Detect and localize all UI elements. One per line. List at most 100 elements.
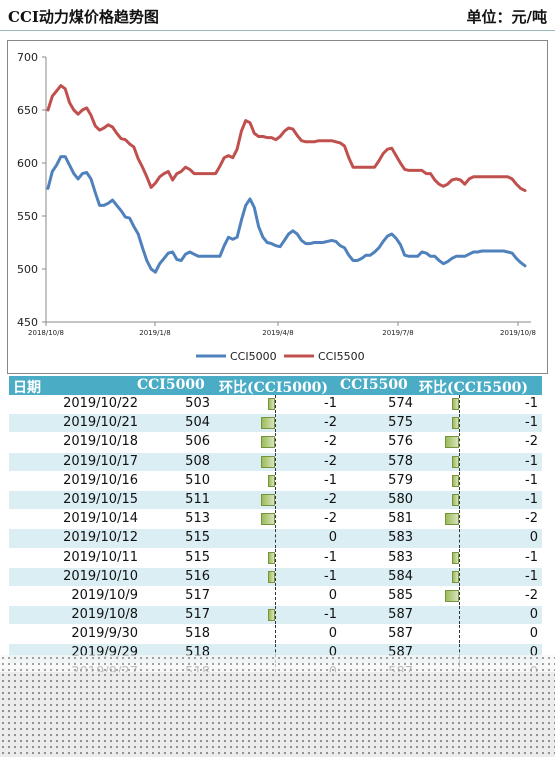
series-line-cci5000	[46, 155, 527, 274]
table-row: 2019/10/9 517 0 585 -2	[9, 586, 542, 607]
change-data-bar	[452, 551, 459, 564]
cell-change-cci5000: -2	[324, 511, 337, 527]
cell-cci5000: 517	[185, 607, 210, 623]
y-tick-label: 700	[17, 51, 38, 64]
cell-change-cci5000: -1	[324, 568, 337, 584]
chart-panel: 700 650 600 550 500 450 2018/10/8 2019/1/8 2019/…	[7, 40, 548, 374]
cell-cci5500: 579	[388, 472, 413, 488]
cell-change-cci5500: -1	[525, 472, 538, 488]
change-axis	[459, 606, 460, 625]
cell-cci5000: 515	[185, 549, 210, 565]
change-data-bar	[452, 398, 459, 410]
cell-change-cci5500: -1	[525, 549, 538, 565]
change-data-bar	[452, 570, 459, 583]
cell-date: 2019/10/11	[63, 549, 138, 565]
cell-cci5000: 513	[185, 511, 210, 527]
x-tick-label: 2019/1/8	[139, 329, 170, 337]
cell-change-cci5500: -1	[525, 396, 538, 411]
table-row: 2019/10/14 513 -2 581 -2	[9, 510, 542, 530]
cell-cci5500: 583	[388, 549, 413, 565]
change-data-bar	[268, 609, 275, 622]
cell-cci5500: 587	[388, 626, 413, 642]
change-axis	[459, 625, 460, 644]
change-data-bar	[261, 417, 275, 430]
table-row: 2019/10/8 517 -1 587 0	[9, 606, 542, 626]
change-axis	[275, 567, 276, 586]
change-axis	[275, 606, 276, 625]
table-row: 2019/9/30 518 0 587 0	[9, 625, 542, 645]
change-data-bar	[452, 474, 459, 487]
table-header: 日期 CCI5000 环比(CCI5000) CCI5500 环比(CCI550…	[9, 376, 542, 396]
cell-cci5500: 585	[388, 587, 413, 603]
change-axis	[275, 510, 276, 529]
cell-change-cci5500: -1	[525, 568, 538, 584]
change-data-bar	[445, 589, 459, 602]
table-row: 2019/10/11 515 -1 583 -1	[9, 548, 542, 568]
cell-cci5000: 518	[185, 626, 210, 642]
change-axis	[459, 490, 460, 510]
cell-cci5500: 578	[388, 453, 413, 469]
cell-change-cci5500: -2	[525, 511, 538, 527]
cell-change-cci5000: 0	[328, 587, 337, 603]
x-tick-label: 2018/10/8	[28, 329, 64, 337]
change-axis	[275, 395, 276, 414]
cell-date: 2019/10/15	[63, 491, 138, 507]
y-tick-label: 600	[17, 157, 38, 170]
cell-cci5000: 508	[185, 453, 210, 469]
cell-change-cci5500: 0	[529, 645, 538, 661]
page-title: CCI动力煤价格趋势图	[8, 8, 159, 26]
cell-date: 2019/10/16	[63, 472, 138, 488]
cell-cci5500: 580	[388, 491, 413, 507]
price-table: 日期 CCI5000 环比(CCI5000) CCI5500 环比(CCI550…	[9, 376, 542, 683]
change-axis	[459, 510, 460, 529]
cell-date: 2019/9/30	[71, 626, 138, 642]
page-fold-overlay-lower	[0, 672, 555, 757]
cell-change-cci5000: 0	[328, 645, 337, 661]
cell-change-cci5500: 0	[529, 530, 538, 546]
cell-change-cci5500: -1	[525, 453, 538, 469]
cell-change-cci5000: -2	[324, 453, 337, 469]
change-axis	[459, 433, 460, 452]
change-axis	[275, 414, 276, 433]
cell-change-cci5000: -1	[324, 549, 337, 565]
change-data-bar	[268, 398, 275, 410]
cell-change-cci5500: -2	[525, 587, 538, 603]
table-row: 2019/10/15 511 -2 580 -1	[9, 490, 542, 511]
cell-change-cci5000: -2	[324, 434, 337, 450]
cell-change-cci5000: 0	[328, 626, 337, 642]
cell-change-cci5000: -1	[324, 472, 337, 488]
y-tick-label: 550	[17, 210, 38, 223]
cell-cci5000: 516	[185, 568, 210, 584]
cell-change-cci5500: 0	[529, 607, 538, 623]
change-data-bar	[452, 417, 459, 430]
unit-label: 单位：元/吨	[466, 8, 547, 26]
change-data-bar	[445, 513, 459, 526]
cell-date: 2019/10/14	[63, 511, 138, 527]
cell-cci5000: 511	[185, 491, 210, 507]
cell-date: 2019/10/17	[63, 453, 138, 469]
change-data-bar	[268, 474, 275, 487]
cell-cci5500: 583	[388, 530, 413, 546]
cell-change-cci5000: -1	[324, 396, 337, 411]
change-axis	[459, 548, 460, 567]
change-data-bar	[452, 493, 459, 506]
table-row: 2019/10/17 508 -2 578 -1	[9, 452, 542, 472]
y-tick-label: 500	[17, 263, 38, 276]
change-axis	[459, 586, 460, 606]
cell-cci5000: 506	[185, 434, 210, 450]
table-row: 2019/10/16 510 -1 579 -1	[9, 471, 542, 491]
change-axis	[275, 625, 276, 644]
cell-change-cci5000: -2	[324, 415, 337, 431]
cell-change-cci5000: 0	[328, 530, 337, 546]
change-axis	[275, 490, 276, 510]
cell-cci5000: 515	[185, 530, 210, 546]
cell-date: 2019/10/22	[63, 396, 138, 411]
x-tick-label: 2019/4/8	[262, 329, 293, 337]
change-data-bar	[261, 513, 275, 526]
legend-label-cci5000: CCI5000	[230, 350, 277, 363]
change-axis	[459, 414, 460, 433]
change-axis	[459, 471, 460, 490]
header-change-cci5500: 环比(CCI5500)	[419, 380, 529, 396]
change-axis	[459, 529, 460, 548]
